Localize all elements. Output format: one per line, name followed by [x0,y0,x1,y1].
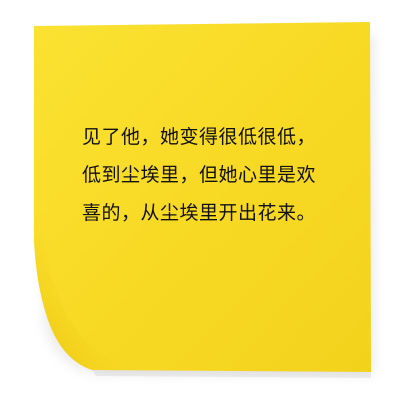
note-line: 低到尘埃里，但她心里是欢 [82,164,317,186]
note-curl-shade [34,230,130,370]
note-line: 喜的，从尘埃里开出花来。 [82,202,317,224]
note-line: 见了他，她变得很低很低， [82,126,317,148]
note-bottom-shadow [92,370,371,378]
note-paper [34,22,371,372]
note-text: 见了他，她变得很低很低， 低到尘埃里，但她心里是欢 喜的，从尘埃里开出花来。 [82,118,342,232]
